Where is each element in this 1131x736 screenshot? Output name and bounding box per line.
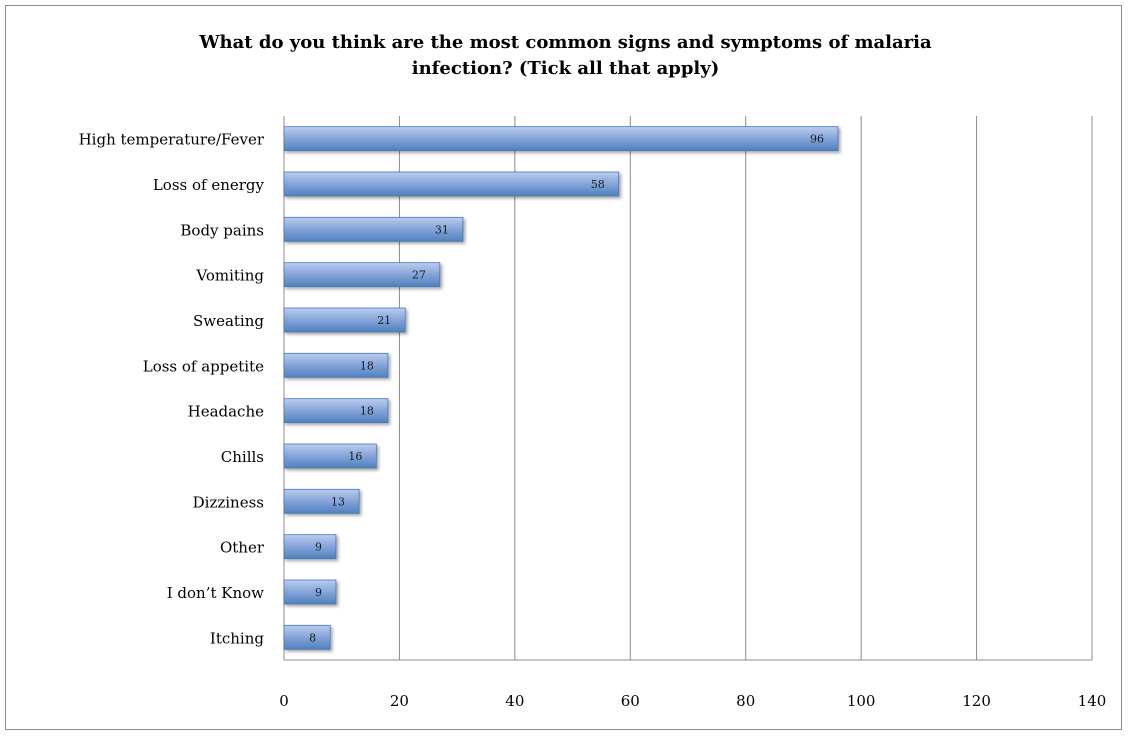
category-label: Sweating — [193, 312, 264, 330]
bar-value-label: 9 — [315, 586, 322, 599]
chart-title: What do you think are the most common si… — [0, 30, 1131, 82]
bar — [283, 579, 337, 605]
bar — [283, 534, 337, 560]
bar — [283, 262, 441, 288]
category-label: Itching — [210, 629, 264, 647]
category-label: Dizziness — [193, 493, 264, 511]
bar — [283, 624, 331, 650]
category-label: I don’t Know — [167, 584, 264, 602]
x-tick-label: 80 — [736, 692, 755, 710]
x-tick-label: 120 — [962, 692, 991, 710]
bar — [283, 171, 620, 197]
category-label: Body pains — [180, 221, 264, 239]
bar-value-label: 31 — [435, 223, 449, 236]
category-label: Loss of appetite — [143, 357, 264, 375]
gridlines — [283, 116, 1093, 661]
bar — [283, 443, 377, 469]
x-tick-label: 60 — [621, 692, 640, 710]
category-label: Chills — [221, 448, 264, 466]
category-labels: High temperature/Fever Loss of energy Body… — [79, 131, 265, 648]
chart-title-line-1: What do you think are the most common si… — [199, 32, 932, 53]
bar-value-label: 9 — [315, 541, 322, 554]
category-label: Vomiting — [195, 267, 264, 285]
x-tick-label: 140 — [1078, 692, 1107, 710]
bar — [283, 126, 839, 152]
chart-title-line-2: infection? (Tick all that apply) — [411, 58, 720, 79]
bar-value-label: 27 — [412, 269, 426, 282]
bar — [283, 307, 406, 333]
x-axis-ticks: 0 20 40 60 80 100 120 140 — [279, 692, 1106, 710]
bar — [283, 488, 360, 514]
bar-value-label: 13 — [331, 495, 345, 508]
category-label: Loss of energy — [153, 176, 265, 194]
bar-value-label: 16 — [348, 450, 362, 463]
bar-value-label: 18 — [360, 405, 374, 418]
category-label: High temperature/Fever — [79, 131, 265, 149]
x-tick-label: 100 — [847, 692, 876, 710]
bar-value-label: 18 — [360, 359, 374, 372]
chart-frame — [5, 5, 1122, 730]
bar-value-label: 21 — [377, 314, 391, 327]
bar — [283, 398, 389, 424]
x-tick-label: 20 — [390, 692, 409, 710]
bars: 96 58 31 27 21 18 18 16 13 9 9 8 — [283, 126, 839, 650]
category-label: Headache — [188, 403, 265, 421]
bar — [283, 216, 464, 242]
bar-value-label: 96 — [810, 133, 824, 146]
category-label: Other — [220, 539, 265, 557]
bar-value-label: 8 — [309, 631, 316, 644]
bar-value-label: 58 — [591, 178, 605, 191]
bar — [283, 352, 389, 378]
x-tick-label: 40 — [505, 692, 524, 710]
x-tick-label: 0 — [279, 692, 289, 710]
